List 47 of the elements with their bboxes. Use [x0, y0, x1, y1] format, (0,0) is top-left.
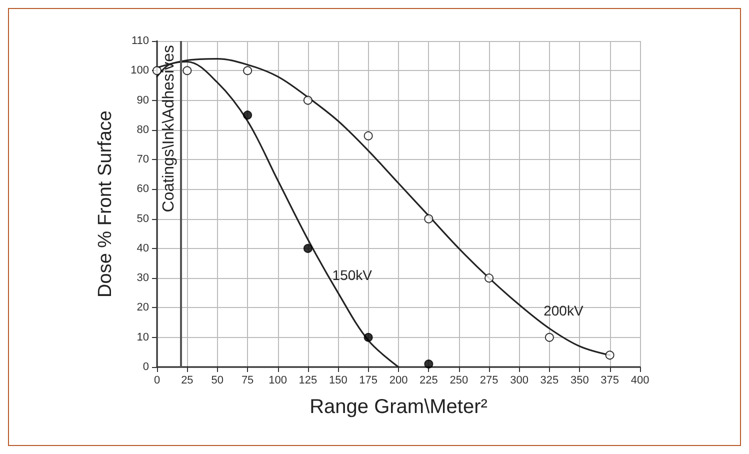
x-axis-title: Range Gram\Meter²	[310, 396, 488, 418]
y-tick-label: 30	[136, 272, 149, 284]
series-label: 150kV	[332, 266, 373, 283]
y-tick-label: 110	[131, 35, 149, 47]
point	[484, 274, 494, 283]
y-tick-label: 100	[130, 64, 149, 77]
x-tick-label: 375	[600, 374, 619, 386]
x-tick-label: 400	[630, 374, 650, 386]
x-tick-label: 25	[181, 374, 194, 386]
point	[544, 332, 554, 342]
point	[605, 350, 614, 360]
x-tick-label: 300	[510, 374, 528, 386]
y-tick-label: 50	[136, 212, 149, 225]
point	[424, 360, 434, 369]
x-tick-label: 350	[570, 374, 589, 386]
point	[364, 131, 373, 140]
y-tick-label: 80	[136, 124, 149, 136]
x-tick-label: 325	[540, 374, 559, 386]
y-tick-label: 60	[136, 183, 149, 196]
ref-line-label: Coatings\Ink\Adhesives	[160, 45, 178, 212]
y-axis-title: Dose % Front Surface	[95, 110, 116, 298]
point	[303, 244, 312, 253]
y-tick-label: 40	[136, 242, 149, 254]
point	[182, 66, 192, 76]
x-tick-label: 0	[154, 374, 160, 386]
point	[243, 110, 252, 120]
series-label: 200kV	[544, 302, 584, 318]
point	[243, 66, 252, 76]
x-tick-label: 175	[359, 374, 378, 386]
x-tick-label: 150	[328, 374, 348, 386]
point	[364, 332, 373, 342]
y-tick-label: 10	[136, 331, 149, 344]
x-tick-label: 225	[420, 374, 438, 386]
x-tick-label: 250	[450, 374, 468, 386]
x-tick-label: 125	[298, 374, 318, 386]
y-tick-label: 0	[142, 361, 149, 373]
y-tick-label: 90	[136, 94, 149, 106]
y-tick-label: 70	[136, 154, 149, 166]
x-tick-label: 275	[480, 374, 498, 386]
x-tick-label: 100	[268, 374, 287, 386]
y-tick-label: 20	[136, 302, 149, 314]
point	[152, 66, 162, 76]
x-tick-label: 75	[241, 374, 254, 386]
point	[303, 96, 312, 105]
x-tick-label: 200	[389, 374, 408, 386]
x-tick-label: 50	[211, 374, 224, 386]
point	[424, 214, 434, 224]
